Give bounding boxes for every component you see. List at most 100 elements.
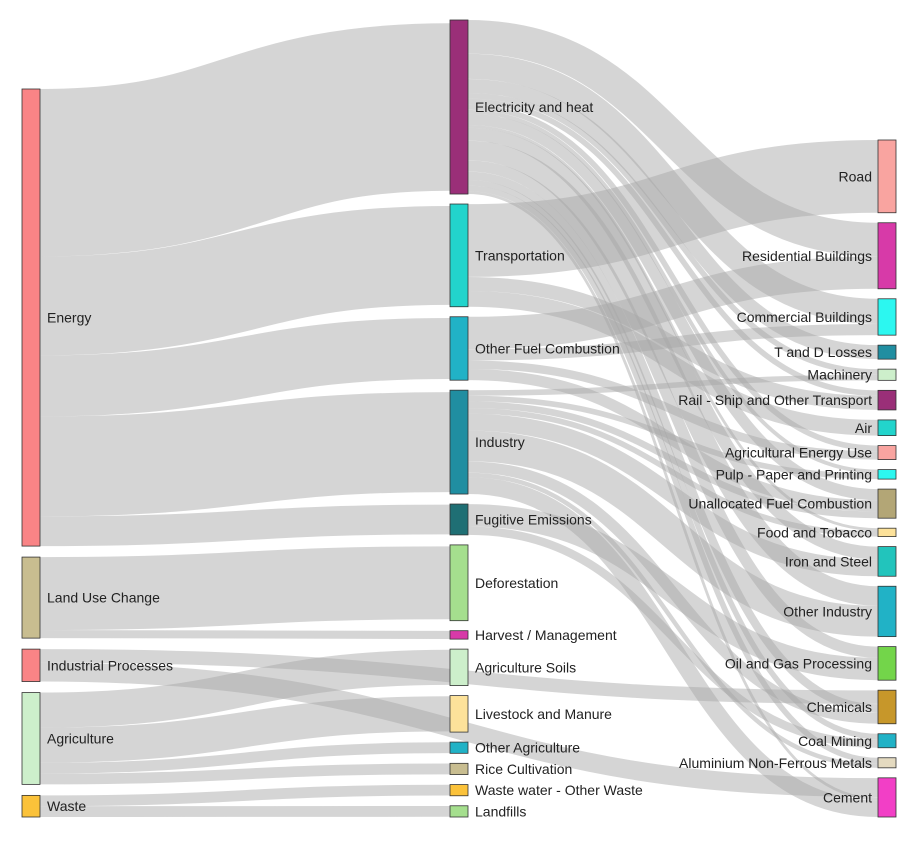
- node-residential-buildings: [877, 222, 897, 290]
- link-agriculture-to-livestock-and-manure: [39, 696, 451, 763]
- node-land-use-change: [21, 556, 41, 639]
- link-industry-to-food-and-tobacco: [467, 408, 879, 537]
- node-aluminium-non-ferrous-metals: [877, 757, 897, 769]
- link-agriculture-to-other-agriculture: [39, 742, 451, 774]
- link-energy-to-electricity-and-heat: [39, 23, 451, 257]
- label-industry: Industry: [475, 434, 525, 450]
- label-coal-mining: Coal Mining: [798, 733, 872, 749]
- node-agricultural-energy-use: [877, 445, 897, 460]
- node-deforestation: [449, 544, 469, 622]
- node-livestock-and-manure: [449, 695, 469, 733]
- label-iron-and-steel: Iron and Steel: [785, 553, 872, 569]
- label-pulp-paper-and-printing: Pulp - Paper and Printing: [716, 466, 872, 482]
- link-energy-to-fugitive-emissions: [39, 504, 451, 547]
- label-cement: Cement: [823, 789, 872, 805]
- label-energy: Energy: [47, 310, 91, 326]
- node-t-and-d-losses: [877, 344, 897, 360]
- labels-layer: Energy Land Use Change Industrial Processe…: [47, 99, 872, 819]
- link-transportation-to-air: [467, 291, 879, 436]
- node-industrial-processes: [21, 648, 41, 682]
- link-electricity-and-heat-to-rail-ship-and-other-transport: [467, 98, 879, 396]
- label-commercial-buildings: Commercial Buildings: [737, 309, 872, 325]
- link-energy-to-other-fuel-combustion: [39, 317, 451, 417]
- node-other-agriculture: [449, 741, 469, 754]
- node-oil-and-gas-processing: [877, 646, 897, 681]
- label-transportation: Transportation: [475, 247, 565, 263]
- node-waste: [21, 794, 41, 818]
- label-aluminium-non-ferrous-metals: Aluminium Non-Ferrous Metals: [679, 755, 872, 771]
- label-harvest-management: Harvest / Management: [475, 627, 617, 643]
- link-industry-to-machinery: [467, 374, 879, 396]
- node-energy: [21, 88, 41, 547]
- label-rail-ship-and-other-transport: Rail - Ship and Other Transport: [678, 392, 872, 408]
- link-land-use-change-to-harvest-management: [39, 630, 451, 639]
- label-air: Air: [855, 420, 872, 436]
- label-t-and-d-losses: T and D Losses: [774, 344, 872, 360]
- label-industrial-processes: Industrial Processes: [47, 657, 173, 673]
- link-transportation-to-road: [467, 139, 879, 277]
- link-electricity-and-heat-to-coal-mining: [467, 179, 879, 740]
- node-commercial-buildings: [877, 298, 897, 336]
- link-electricity-and-heat-to-oil-and-gas-processing: [467, 160, 879, 658]
- label-electricity-and-heat: Electricity and heat: [475, 99, 593, 115]
- label-livestock-and-manure: Livestock and Manure: [475, 706, 612, 722]
- link-industry-to-unallocated-fuel-combustion: [467, 401, 879, 519]
- link-electricity-and-heat-to-pulp-paper-and-printing: [467, 109, 879, 474]
- node-transportation: [449, 203, 469, 308]
- link-electricity-and-heat-to-aluminium-non-ferrous-metals: [467, 185, 879, 764]
- label-oil-and-gas-processing: Oil and Gas Processing: [725, 655, 872, 671]
- link-electricity-and-heat-to-food-and-tobacco: [467, 124, 879, 531]
- node-cement: [877, 777, 897, 818]
- link-waste-to-waste-water-other-waste: [39, 784, 451, 807]
- link-industry-to-iron-and-steel: [467, 413, 879, 577]
- node-fugitive-emissions: [449, 503, 469, 536]
- link-industry-to-chemicals: [467, 461, 879, 724]
- link-electricity-and-heat-to-agricultural-energy-use: [467, 104, 879, 452]
- link-fugitive-emissions-to-oil-and-gas-processing: [467, 504, 879, 681]
- node-other-fuel-combustion: [449, 316, 469, 381]
- node-electricity-and-heat: [449, 19, 469, 195]
- node-rail-ship-and-other-transport: [877, 389, 897, 411]
- label-land-use-change: Land Use Change: [47, 590, 160, 606]
- link-land-use-change-to-deforestation: [39, 546, 451, 631]
- node-road: [877, 139, 897, 214]
- link-agriculture-to-rice-cultivation: [39, 763, 451, 785]
- node-chemicals: [877, 689, 897, 725]
- label-fugitive-emissions: Fugitive Emissions: [475, 511, 592, 527]
- label-other-fuel-combustion: Other Fuel Combustion: [475, 340, 620, 356]
- label-waste-water-other-waste: Waste water - Other Waste: [475, 782, 643, 798]
- link-electricity-and-heat-to-cement: [467, 191, 879, 801]
- node-landfills: [449, 805, 469, 818]
- label-other-industry: Other Industry: [783, 603, 872, 619]
- node-agriculture: [21, 692, 41, 785]
- link-industry-to-cement: [467, 477, 879, 818]
- node-rice-cultivation: [449, 762, 469, 775]
- node-harvest-management: [449, 630, 469, 640]
- link-electricity-and-heat-to-unallocated-fuel-combustion: [467, 113, 879, 501]
- link-energy-to-transportation: [39, 205, 451, 356]
- link-agriculture-to-agriculture-soils: [39, 649, 451, 728]
- label-chemicals: Chemicals: [807, 699, 872, 715]
- node-food-and-tobacco: [877, 527, 897, 537]
- label-road: Road: [839, 168, 872, 184]
- node-other-industry: [877, 585, 897, 638]
- label-rice-cultivation: Rice Cultivation: [475, 761, 572, 777]
- label-landfills: Landfills: [475, 803, 526, 819]
- label-waste: Waste: [47, 798, 86, 814]
- link-electricity-and-heat-to-commercial-buildings: [467, 53, 879, 324]
- link-industry-to-other-industry: [467, 430, 879, 637]
- link-electricity-and-heat-to-t-and-d-losses: [467, 78, 879, 360]
- label-agriculture-soils: Agriculture Soils: [475, 659, 576, 675]
- link-other-fuel-combustion-to-residential-buildings: [467, 256, 879, 350]
- link-fugitive-emissions-to-coal-mining: [467, 526, 879, 748]
- link-electricity-and-heat-to-machinery: [467, 92, 879, 375]
- label-food-and-tobacco: Food and Tobacco: [757, 524, 872, 540]
- link-electricity-and-heat-to-chemicals: [467, 171, 879, 713]
- link-industry-to-pulp-paper-and-printing: [467, 395, 879, 480]
- node-coal-mining: [877, 733, 897, 749]
- link-other-fuel-combustion-to-unallocated-fuel-combustion: [467, 368, 879, 512]
- node-agriculture-soils: [449, 648, 469, 687]
- node-industry: [449, 389, 469, 495]
